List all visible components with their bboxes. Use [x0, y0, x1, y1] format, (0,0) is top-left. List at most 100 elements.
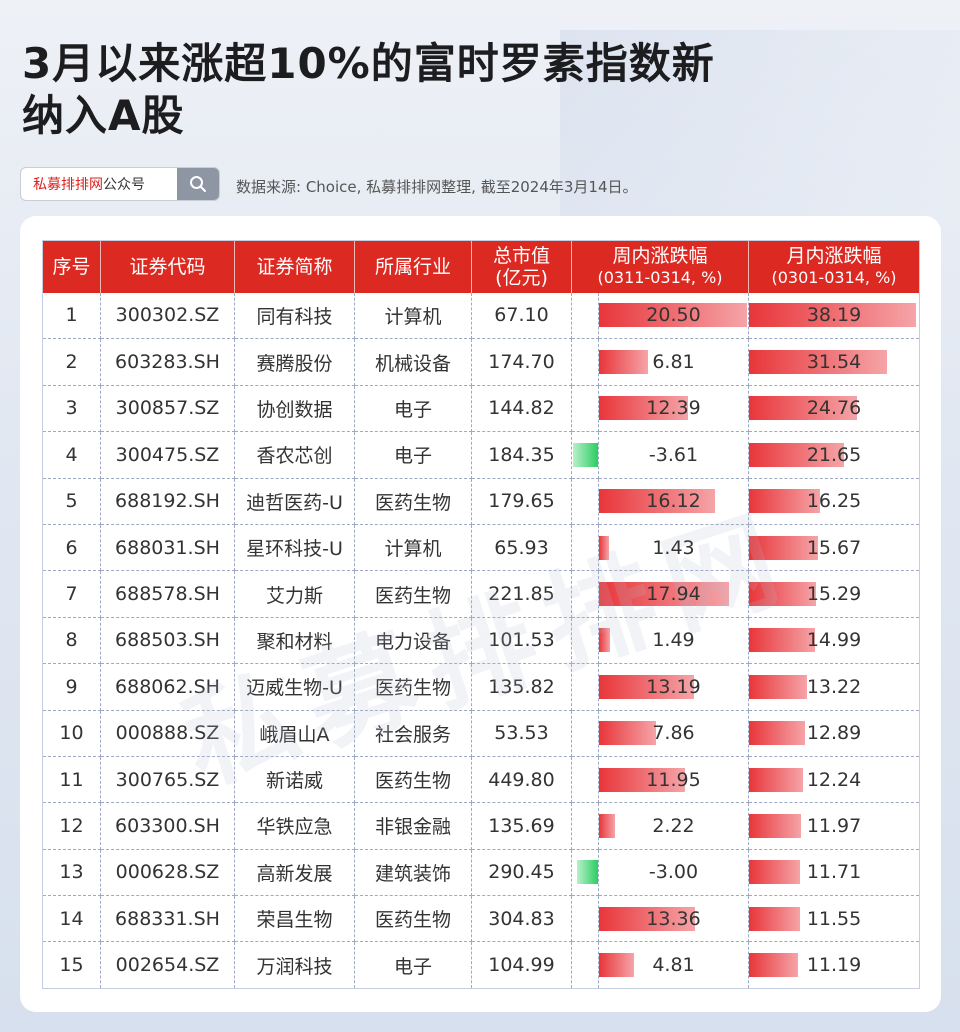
- week-change-cell: -3.61: [597, 431, 750, 479]
- row-mcap: 67.10: [471, 292, 572, 340]
- title-line-2: 纳入A股: [22, 91, 185, 140]
- header-mcap: 总市值 (亿元): [471, 240, 572, 293]
- week-negative-cell: [571, 385, 599, 433]
- week-change-cell: 12.39: [597, 385, 750, 433]
- row-industry: 医药生物: [354, 895, 472, 943]
- table-row: 10 000888.SZ 峨眉山A 社会服务 53.53 7.86 12.89: [42, 710, 921, 757]
- row-industry: 医药生物: [354, 756, 472, 804]
- week-change-label: -3.00: [648, 861, 699, 884]
- row-code: 688331.SH: [100, 895, 235, 943]
- month-change-label: 21.65: [806, 443, 862, 466]
- month-bar: [749, 721, 806, 746]
- header-industry: 所属行业: [354, 240, 472, 293]
- row-name: 迪哲医药-U: [234, 478, 355, 525]
- table-row: 7 688578.SH 艾力斯 医药生物 221.85 17.94 15.29: [42, 570, 921, 618]
- row-mcap: 65.93: [471, 524, 572, 572]
- week-bar: [599, 489, 716, 514]
- search-button[interactable]: [177, 168, 219, 200]
- row-no: 5: [42, 478, 101, 525]
- week-negative-cell: [571, 756, 599, 804]
- table-row: 14 688331.SH 荣昌生物 医药生物 304.83 13.36 11.55: [42, 895, 921, 943]
- row-industry: 电子: [354, 385, 472, 433]
- row-code: 688192.SH: [100, 478, 235, 525]
- header-week: 周内涨跌幅 (0311-0314, %): [570, 240, 749, 293]
- week-negative-cell: [571, 292, 599, 340]
- row-industry: 社会服务: [354, 710, 472, 757]
- month-change-label: 11.55: [806, 907, 862, 930]
- row-mcap: 304.83: [471, 895, 572, 943]
- week-negative-cell: [571, 570, 599, 618]
- month-change-label: 12.24: [806, 768, 862, 791]
- row-mcap: 53.53: [471, 710, 572, 757]
- week-change-label: 2.22: [652, 814, 695, 837]
- row-name: 同有科技: [234, 292, 355, 340]
- week-negative-cell: [571, 849, 599, 897]
- row-industry: 建筑装饰: [354, 849, 472, 897]
- row-name: 协创数据: [234, 385, 355, 433]
- week-negative-cell: [571, 710, 599, 757]
- row-code: 688062.SH: [100, 663, 235, 711]
- month-change-label: 24.76: [806, 397, 862, 420]
- month-change-cell: 14.99: [748, 617, 921, 665]
- row-code: 603283.SH: [100, 338, 235, 386]
- row-name: 万润科技: [234, 941, 355, 989]
- week-change-cell: 6.81: [597, 338, 750, 386]
- week-change-label: 17.94: [646, 583, 701, 606]
- week-change-label: -3.61: [648, 443, 699, 466]
- row-no: 2: [42, 338, 101, 386]
- month-bar: [749, 350, 887, 375]
- header-name: 证券简称: [234, 240, 355, 293]
- row-no: 13: [42, 849, 101, 897]
- row-name: 新诺威: [234, 756, 355, 804]
- month-change-label: 16.25: [806, 490, 862, 513]
- week-change-label: 4.81: [652, 954, 695, 977]
- row-mcap: 174.70: [471, 338, 572, 386]
- table-row: 5 688192.SH 迪哲医药-U 医药生物 179.65 16.12 16.25: [42, 478, 921, 525]
- week-bar: [599, 953, 634, 978]
- row-code: 688031.SH: [100, 524, 235, 572]
- row-mcap: 135.82: [471, 663, 572, 711]
- week-bar: [599, 628, 610, 653]
- row-mcap: 101.53: [471, 617, 572, 665]
- row-no: 8: [42, 617, 101, 665]
- week-change-label: 16.12: [646, 490, 701, 513]
- month-bar: [749, 535, 818, 560]
- week-change-cell: 20.50: [597, 292, 750, 340]
- week-change-label: 7.86: [652, 722, 695, 745]
- week-change-cell: 13.36: [597, 895, 750, 943]
- row-name: 高新发展: [234, 849, 355, 897]
- week-change-cell: 13.19: [597, 663, 750, 711]
- month-bar: [749, 674, 807, 699]
- page-title: 3月以来涨超10%的富时罗素指数新 纳入A股: [22, 38, 822, 142]
- month-change-cell: 11.55: [748, 895, 921, 943]
- week-negative-cell: [571, 431, 599, 479]
- row-mcap: 104.99: [471, 941, 572, 989]
- row-mcap: 184.35: [471, 431, 572, 479]
- week-change-label: 13.36: [646, 907, 701, 930]
- month-change-cell: 31.54: [748, 338, 921, 386]
- week-negative-cell: [571, 895, 599, 943]
- week-negative-cell: [571, 802, 599, 850]
- row-industry: 医药生物: [354, 570, 472, 618]
- week-change-cell: 2.22: [597, 802, 750, 850]
- month-change-cell: 11.97: [748, 802, 921, 850]
- row-no: 3: [42, 385, 101, 433]
- row-name: 香农芯创: [234, 431, 355, 479]
- row-name: 艾力斯: [234, 570, 355, 618]
- week-bar-negative: [577, 860, 598, 885]
- week-negative-cell: [571, 478, 599, 525]
- row-no: 4: [42, 431, 101, 479]
- week-bar: [599, 674, 695, 699]
- background-panel: [560, 30, 960, 230]
- week-negative-cell: [571, 524, 599, 572]
- search-box[interactable]: 私募排排网 公众号: [20, 167, 220, 201]
- week-change-cell: 7.86: [597, 710, 750, 757]
- month-change-cell: 11.71: [748, 849, 921, 897]
- row-code: 000888.SZ: [100, 710, 235, 757]
- header-no: 序号: [42, 240, 101, 293]
- week-bar: [599, 303, 747, 328]
- table-row: 11 300765.SZ 新诺威 医药生物 449.80 11.95 12.24: [42, 756, 921, 804]
- header-month-line2: (0301-0314, %): [771, 267, 897, 287]
- row-no: 11: [42, 756, 101, 804]
- row-mcap: 449.80: [471, 756, 572, 804]
